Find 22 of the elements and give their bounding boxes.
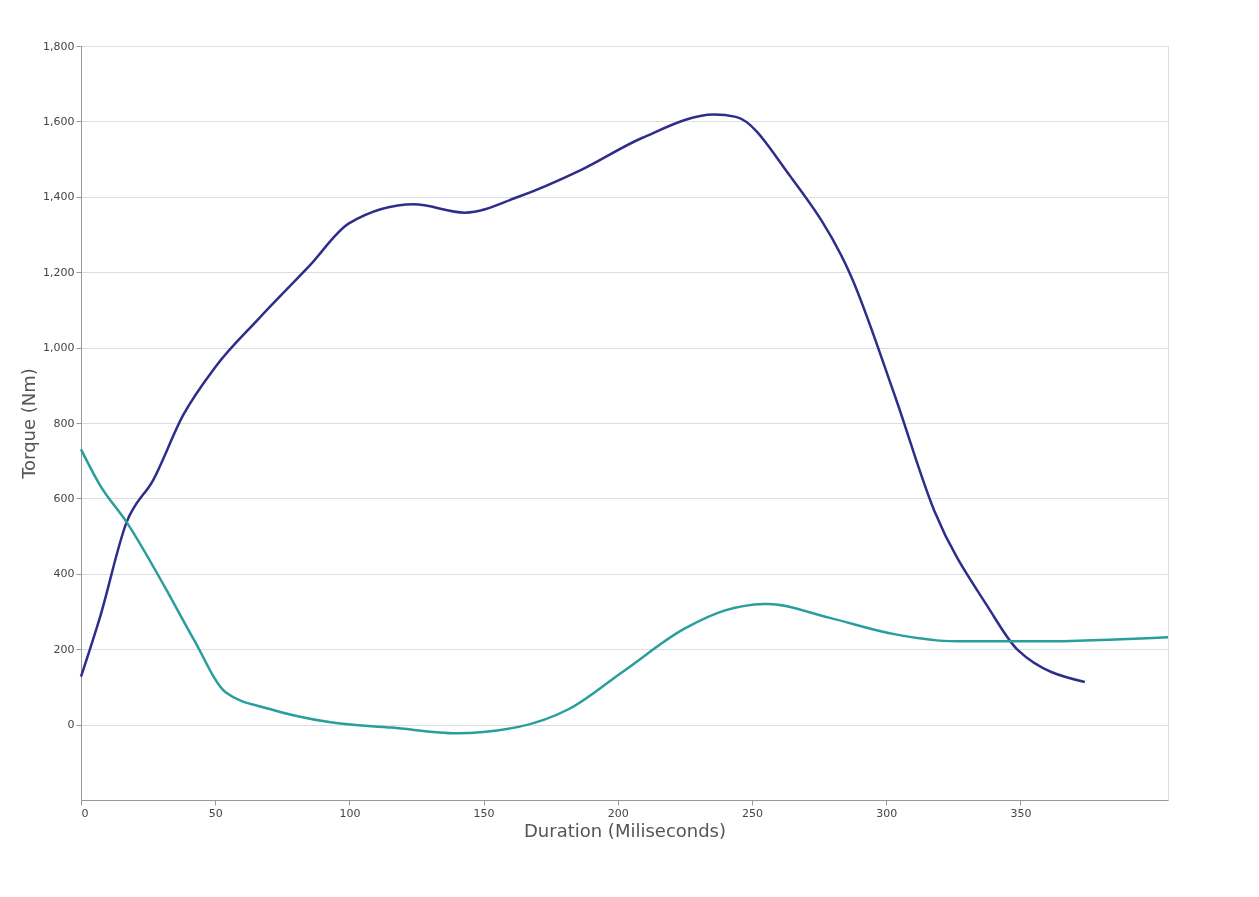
x-tick-label: 50 bbox=[208, 806, 223, 820]
x-tick-label: 200 bbox=[607, 806, 629, 820]
x-tick-label: 0 bbox=[81, 806, 89, 820]
x-tick-label: 300 bbox=[876, 806, 898, 820]
x-tick-label: 100 bbox=[339, 806, 361, 820]
x-axis-title: Duration (Miliseconds) bbox=[523, 819, 727, 841]
y-tick-label: 1,600 bbox=[43, 114, 75, 128]
y-tick-label: 1,800 bbox=[43, 39, 75, 53]
y-tick-label: 800 bbox=[53, 416, 75, 430]
y-tick-label: 1,400 bbox=[43, 190, 75, 204]
y-tick-label: 600 bbox=[53, 491, 75, 505]
x-tick-label: 350 bbox=[1010, 806, 1032, 820]
y-tick-label: 200 bbox=[53, 642, 75, 656]
line-series bbox=[79, 113, 1087, 684]
x-tick-label: 150 bbox=[473, 806, 495, 820]
x-tick-label: 250 bbox=[741, 806, 763, 820]
y-tick-label: 1,000 bbox=[43, 341, 75, 355]
y-axis-title: Torque (Nm) bbox=[18, 368, 40, 480]
y-tick-label: 0 bbox=[67, 718, 75, 732]
y-tick-label: 400 bbox=[53, 567, 75, 581]
y-tick-label: 1,200 bbox=[43, 265, 75, 279]
line-series bbox=[79, 448, 1170, 735]
